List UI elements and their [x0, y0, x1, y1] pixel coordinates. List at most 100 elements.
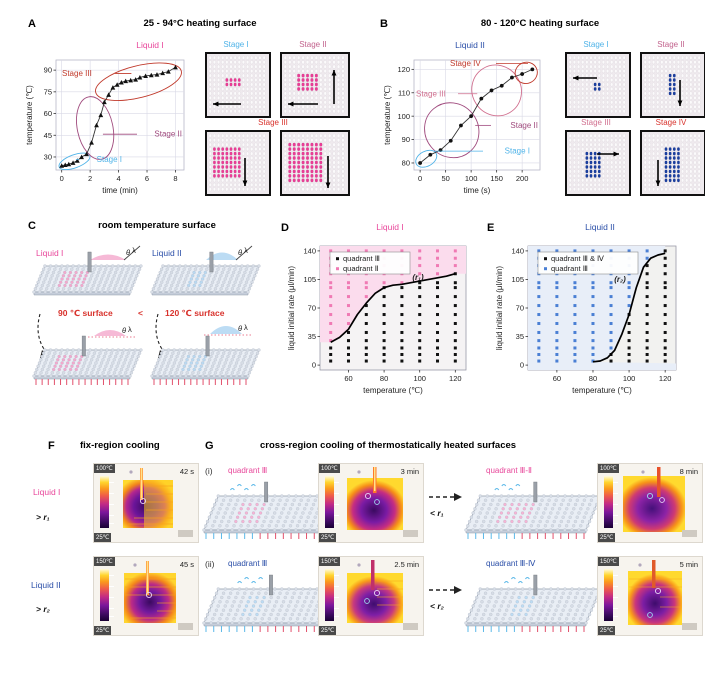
svg-text:60: 60 — [44, 109, 52, 118]
svg-text:90: 90 — [44, 66, 52, 75]
svg-text:temperature (℃): temperature (℃) — [383, 85, 392, 145]
svg-text:80: 80 — [380, 374, 388, 383]
panel-g-row1-time-left: 3 min — [400, 467, 419, 476]
panel-b-caption-stage3: Stage III — [581, 118, 611, 127]
svg-text:Stage I: Stage I — [97, 155, 122, 164]
svg-text:120: 120 — [397, 65, 410, 74]
panel-g-row1-right-thermal: 100℃ 25℃ 8 min — [597, 463, 703, 543]
panel-d-chart: 60 80 100 120 0 35 70 105 140 temperature (℃) liqu… — [287, 245, 467, 395]
panel-g-row2-tmax-left: 150℃ — [319, 557, 340, 566]
panel-c-liquid1-label: Liquid I — [36, 248, 64, 258]
panel-b-letter: B — [380, 18, 388, 30]
svg-text:75: 75 — [44, 87, 52, 96]
panel-g-row2-left-rate: < r₂ — [430, 601, 444, 611]
micrograph-texture — [567, 132, 629, 194]
svg-text:time (s): time (s) — [464, 186, 491, 195]
svg-text:quadrant Ⅲ & Ⅳ: quadrant Ⅲ & Ⅳ — [551, 254, 605, 263]
panel-g-row1-tmax-right: 100℃ — [598, 464, 619, 473]
micrograph-texture — [642, 54, 704, 116]
panel-b-liquid-label: Liquid II — [455, 40, 485, 50]
svg-text:90: 90 — [402, 135, 410, 144]
panel-b-caption-stage4: Stage IV — [655, 118, 687, 127]
panel-f-row1-rate: > r₁ — [36, 512, 50, 522]
micrograph-texture — [207, 132, 269, 194]
panel-f-row2-rate: > r₂ — [36, 604, 50, 614]
panel-a-letter: A — [28, 18, 36, 30]
panel-g-row2-tmax-right: 150℃ — [598, 557, 619, 566]
panel-f-row1-tmax: 100℃ — [94, 464, 115, 473]
panel-b-micrograph-stage1 — [565, 52, 631, 118]
svg-text:(r₁): (r₁) — [412, 273, 424, 282]
panel-g-row1-left-quadrant: quadrant Ⅲ — [228, 466, 268, 475]
panel-a-title: 25 - 94°C heating surface — [143, 18, 257, 29]
panel-f-row1-liquid: Liquid I — [33, 487, 61, 497]
panel-g-row1-time-right: 8 min — [679, 467, 698, 476]
panel-f-row2-time: 45 s — [179, 560, 194, 569]
svg-text:35: 35 — [308, 332, 316, 341]
svg-text:100: 100 — [397, 112, 410, 121]
panel-c-letter: C — [28, 220, 36, 232]
panel-g-row2-tmin-right: 25℃ — [598, 626, 616, 635]
svg-text:Stage IV: Stage IV — [450, 59, 481, 68]
panel-f-letter: F — [48, 440, 55, 452]
svg-text:liquid initial rate (μl/min): liquid initial rate (μl/min) — [495, 266, 504, 351]
panel-g-row1-tmin-left: 25℃ — [319, 533, 337, 542]
svg-text:30: 30 — [44, 153, 52, 162]
panel-g-row1-left-rate: < r₁ — [430, 508, 444, 518]
micrograph-texture — [282, 132, 348, 194]
svg-text:Stage I: Stage I — [505, 147, 530, 156]
panel-g-row2-left-quadrant: quadrant Ⅲ — [228, 559, 268, 568]
panel-b-micrograph-stage4 — [640, 130, 705, 196]
svg-text:quadrant Ⅱ: quadrant Ⅱ — [343, 264, 379, 273]
svg-text:100: 100 — [465, 174, 478, 183]
panel-a-caption-stage3: Stage III — [258, 118, 288, 127]
svg-text:140: 140 — [303, 246, 316, 255]
svg-text:60: 60 — [553, 374, 561, 383]
panel-e-chart: 60 80 100 120 0 35 70 105 140 temperature (℃) liqu… — [495, 245, 677, 395]
panel-c-liquid2-label: Liquid II — [152, 248, 182, 258]
svg-text:Stage III: Stage III — [416, 89, 446, 98]
svg-text:80: 80 — [589, 374, 597, 383]
svg-text:λ: λ — [244, 246, 248, 255]
svg-text:temperature (℃): temperature (℃) — [363, 386, 423, 395]
panel-b-micrograph-stage3 — [565, 130, 631, 196]
svg-text:2: 2 — [88, 174, 92, 183]
panel-g-title: cross-region cooling of thermostatically… — [260, 440, 517, 451]
svg-text:105: 105 — [303, 275, 316, 284]
svg-text:50: 50 — [441, 174, 449, 183]
svg-text:105: 105 — [511, 275, 524, 284]
svg-text:100: 100 — [413, 374, 426, 383]
panel-c-compare-symbol: < — [138, 308, 143, 318]
panel-b-caption-stage2: Stage II — [657, 40, 685, 49]
svg-text:150: 150 — [490, 174, 503, 183]
panel-b-caption-stage1: Stage I — [583, 40, 609, 49]
micrograph-texture — [282, 54, 348, 116]
micrograph-texture — [567, 54, 629, 116]
panel-a-micrograph-stage3b — [280, 130, 350, 196]
micrograph-texture — [642, 132, 704, 194]
panel-g-row1-left-heatmap — [347, 467, 418, 537]
svg-text:θ: θ — [122, 326, 126, 335]
panel-e-letter: E — [487, 222, 495, 234]
svg-text:200: 200 — [516, 174, 529, 183]
panel-g-row1-right-heatmap — [623, 467, 697, 537]
svg-text:λ: λ — [244, 323, 248, 332]
svg-text:liquid initial rate (μl/min): liquid initial rate (μl/min) — [287, 266, 296, 351]
svg-text:0: 0 — [520, 361, 524, 370]
panel-f-row1-time: 42 s — [179, 467, 194, 476]
svg-text:λ: λ — [132, 246, 136, 255]
svg-text:35: 35 — [516, 332, 524, 341]
panel-a-micrograph-stage1 — [205, 52, 271, 118]
panel-a-micrograph-stage3a — [205, 130, 271, 196]
svg-text:Stage II: Stage II — [154, 130, 182, 139]
svg-text:8: 8 — [173, 174, 177, 183]
panel-c-surface2-label: 120 ℃ surface — [165, 308, 225, 318]
svg-text:140: 140 — [511, 246, 524, 255]
svg-text:0: 0 — [60, 174, 64, 183]
svg-text:100: 100 — [623, 374, 636, 383]
svg-text:80: 80 — [402, 159, 410, 168]
panel-f-row2-thermal-image: 150℃ 25℃ 45 s — [93, 556, 199, 636]
panel-g-row2-left-thermal: 150℃ 25℃ 2.5 min — [318, 556, 424, 636]
panel-c-surface1-label: 90 ℃ surface — [58, 308, 113, 318]
panel-g-row1-index: (i) — [205, 466, 213, 476]
